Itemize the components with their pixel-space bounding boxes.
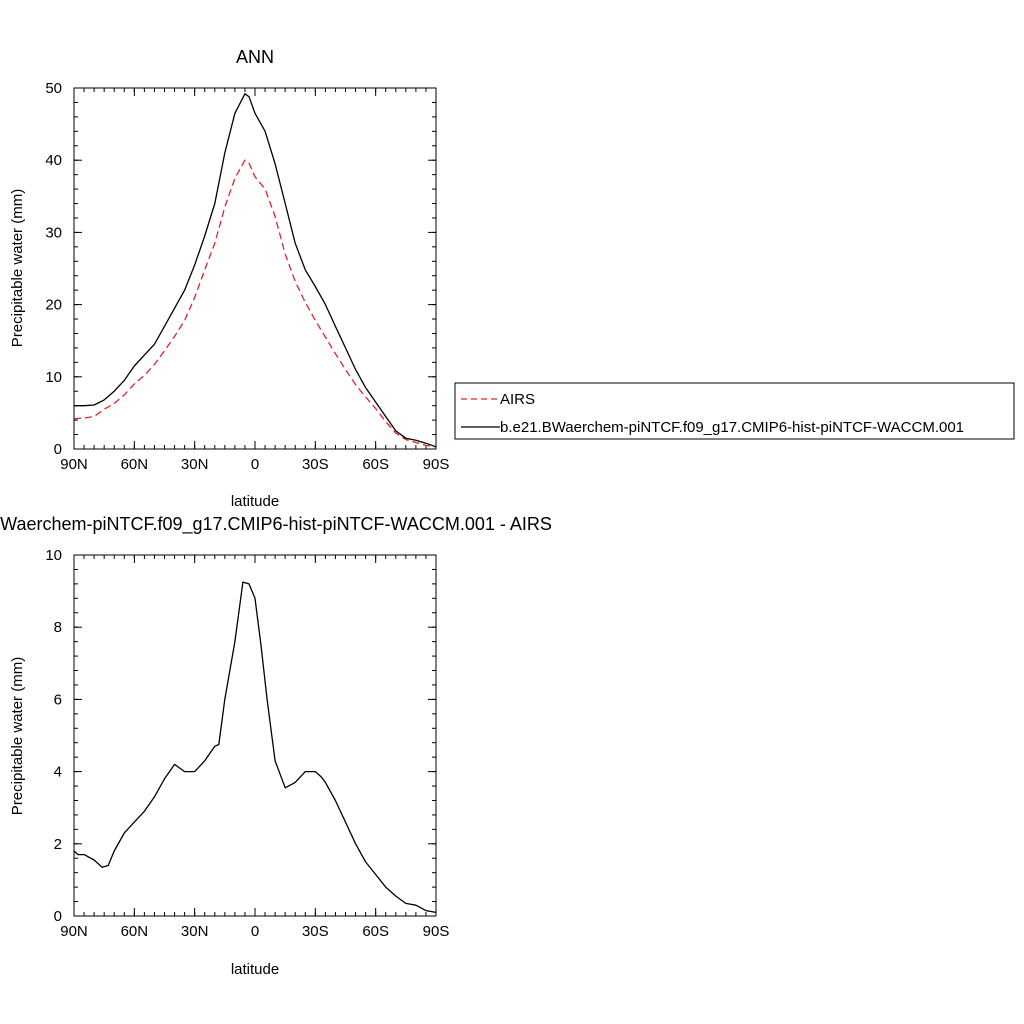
panel2-ylabel: Precipitable water (mm) <box>9 657 26 815</box>
panel1-series-airs-line <box>73 159 437 448</box>
panel1-xtick-label: 60N <box>121 456 149 473</box>
panel1-xtick-label: 90S <box>423 456 450 473</box>
panel1-ylabel: Precipitable water (mm) <box>9 189 26 347</box>
panel1-title: ANN <box>236 47 274 67</box>
legend-airs-label: AIRS <box>500 391 535 408</box>
panel1-xtick-label: 30N <box>181 456 209 473</box>
panel-annual: ANN 90N 60N 30N 0 30S 60S 90S 0 10 20 30 40 50 latit… <box>9 47 449 510</box>
legend: AIRS b.e21.BWaerchem-piNTCF.f09_g17.CMIP… <box>454 382 1015 440</box>
panel2-ticks: 90N 60N 30N 0 30S 60S 90S 0 2 4 6 8 10 <box>45 547 449 940</box>
panel1-ytick-label: 20 <box>45 297 62 314</box>
legend-box <box>454 382 1015 440</box>
panel1-xlabel: latitude <box>231 493 279 510</box>
panel1-ytick-label: 0 <box>54 441 62 458</box>
panel1-ticks: 90N 60N 30N 0 30S 60S 90S 0 10 20 30 40 50 <box>45 80 449 473</box>
panel1-frame <box>73 87 437 450</box>
panel2-frame <box>73 554 437 917</box>
panel-difference: b.e21.BWaerchem-piNTCF.f09_g17.CMIP6-his… <box>0 514 552 978</box>
panel2-xtick-label: 0 <box>251 923 259 940</box>
panel2-ytick-label: 10 <box>45 547 62 564</box>
panel2-xtick-label: 90N <box>60 923 88 940</box>
panel2-series-model-line <box>73 581 437 914</box>
panel2-title: b.e21.BWaerchem-piNTCF.f09_g17.CMIP6-his… <box>0 514 552 535</box>
panel1-xtick-label: 60S <box>362 456 389 473</box>
panel1-xtick-label: 90N <box>60 456 88 473</box>
panel2-xtick-label: 60S <box>362 923 389 940</box>
legend-model-label: b.e21.BWaerchem-piNTCF.f09_g17.CMIP6-his… <box>500 419 964 436</box>
panel2-xtick-label: 30N <box>181 923 209 940</box>
panel2-ytick-label: 8 <box>54 619 62 636</box>
panel1-series-model-line <box>74 93 437 448</box>
panel1-ytick-label: 40 <box>45 152 62 169</box>
panel2-xtick-label: 90S <box>423 923 450 940</box>
panel1-ytick-label: 30 <box>45 224 62 241</box>
panel2-series <box>73 581 437 914</box>
panel2-ytick-label: 4 <box>54 764 62 781</box>
panel2-ytick-label: 6 <box>54 691 62 708</box>
panel1-ytick-label: 10 <box>45 369 62 386</box>
panel2-ytick-label: 2 <box>54 836 62 853</box>
panel1-xtick-label: 30S <box>302 456 329 473</box>
panel2-xtick-label: 60N <box>121 923 149 940</box>
panel2-ytick-label: 0 <box>54 908 62 925</box>
panel1-series <box>73 93 437 448</box>
panel1-ytick-label: 50 <box>45 80 62 97</box>
panel1-xtick-label: 0 <box>251 456 259 473</box>
panel2-xlabel: latitude <box>231 961 279 978</box>
panel2-xtick-label: 30S <box>302 923 329 940</box>
